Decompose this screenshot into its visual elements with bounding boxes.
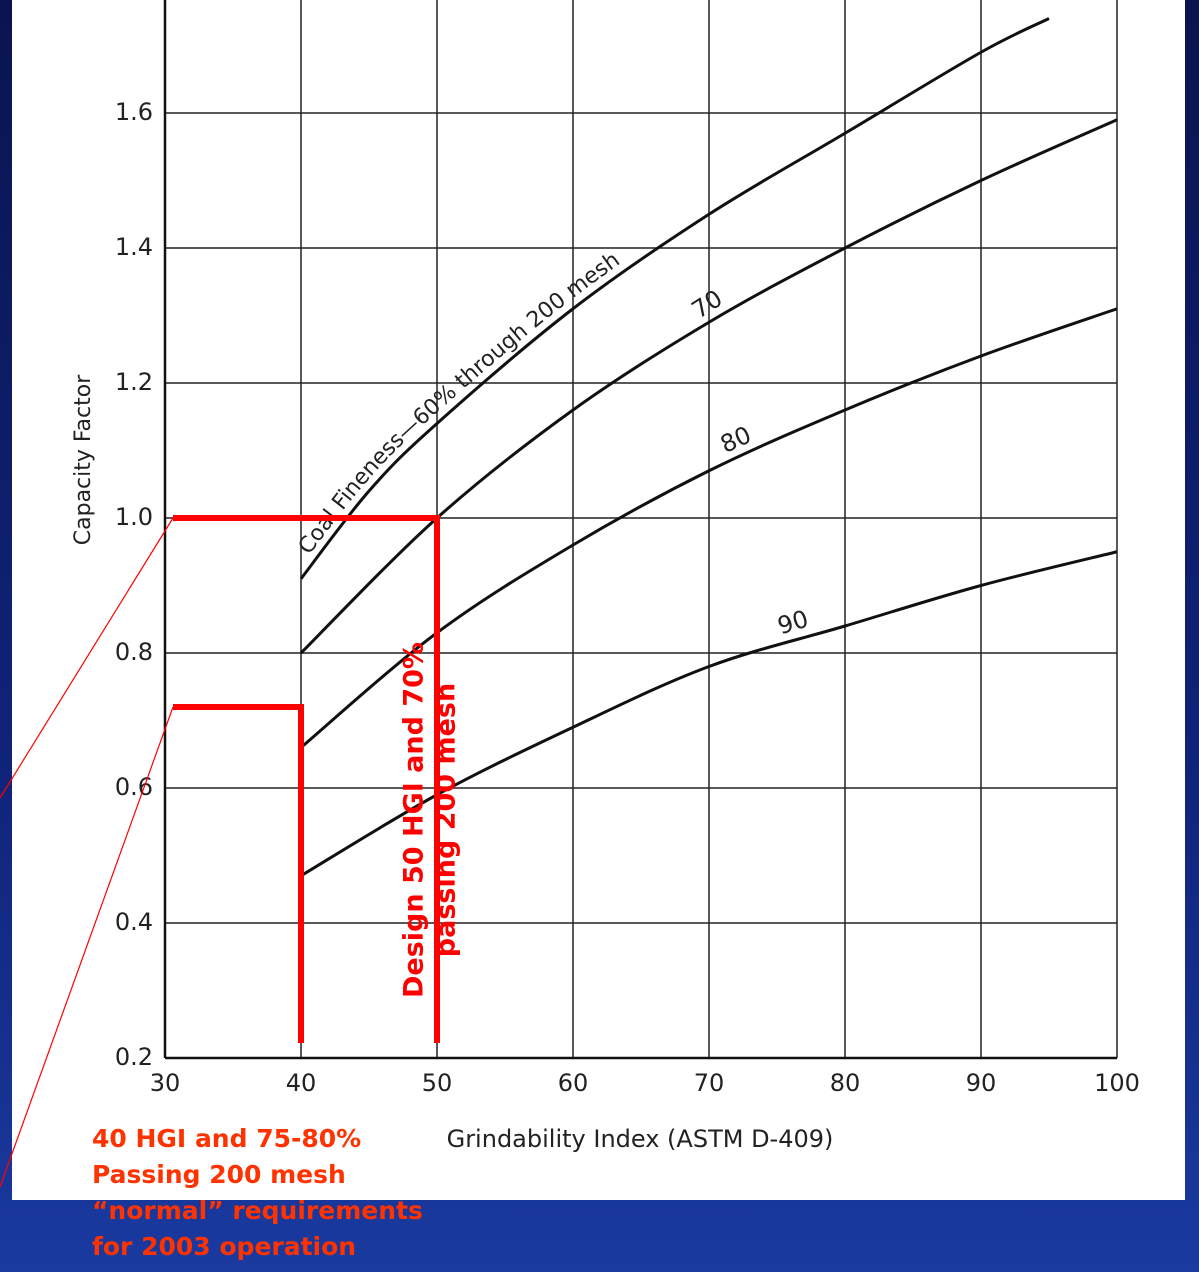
y-tick-label: 1.4: [115, 233, 153, 261]
x-tick-label: 40: [286, 1069, 317, 1097]
y-tick-label: 0.2: [115, 1043, 153, 1071]
y-tick-label: 0.6: [115, 773, 153, 801]
x-tick-label: 90: [966, 1069, 997, 1097]
reference-line: [173, 515, 440, 1043]
pointer-line: [0, 517, 174, 799]
reference-note: passing 200 mesh: [431, 683, 462, 957]
x-tick-label: 30: [150, 1069, 181, 1097]
chart-panel: [12, 0, 1185, 1200]
reference-note: for 2003 operation: [92, 1232, 356, 1261]
x-tick-label: 100: [1094, 1069, 1140, 1097]
reference-note: 40 HGI and 75-80%: [92, 1124, 361, 1153]
reference-line: [173, 704, 304, 1043]
y-tick-label: 1.6: [115, 98, 153, 126]
x-tick-label: 80: [830, 1069, 861, 1097]
reference-note: Passing 200 mesh: [92, 1160, 346, 1189]
x-tick-label: 50: [422, 1069, 453, 1097]
y-tick-label: 1.2: [115, 368, 153, 396]
reference-note: “normal” requirements: [92, 1196, 423, 1225]
y-tick-label: 0.4: [115, 908, 153, 936]
curve: [299, 17, 1050, 580]
y-tick-label: 0.8: [115, 638, 153, 666]
x-axis-label: Grindability Index (ASTM D-409): [447, 1125, 834, 1153]
reference-note: Design 50 HGI and 70%: [399, 642, 430, 998]
x-tick-label: 70: [694, 1069, 725, 1097]
pointer-line: [0, 706, 174, 1188]
y-tick-label: 1.0: [115, 503, 153, 531]
y-axis-label: Capacity Factor: [71, 374, 96, 545]
x-tick-label: 60: [558, 1069, 589, 1097]
